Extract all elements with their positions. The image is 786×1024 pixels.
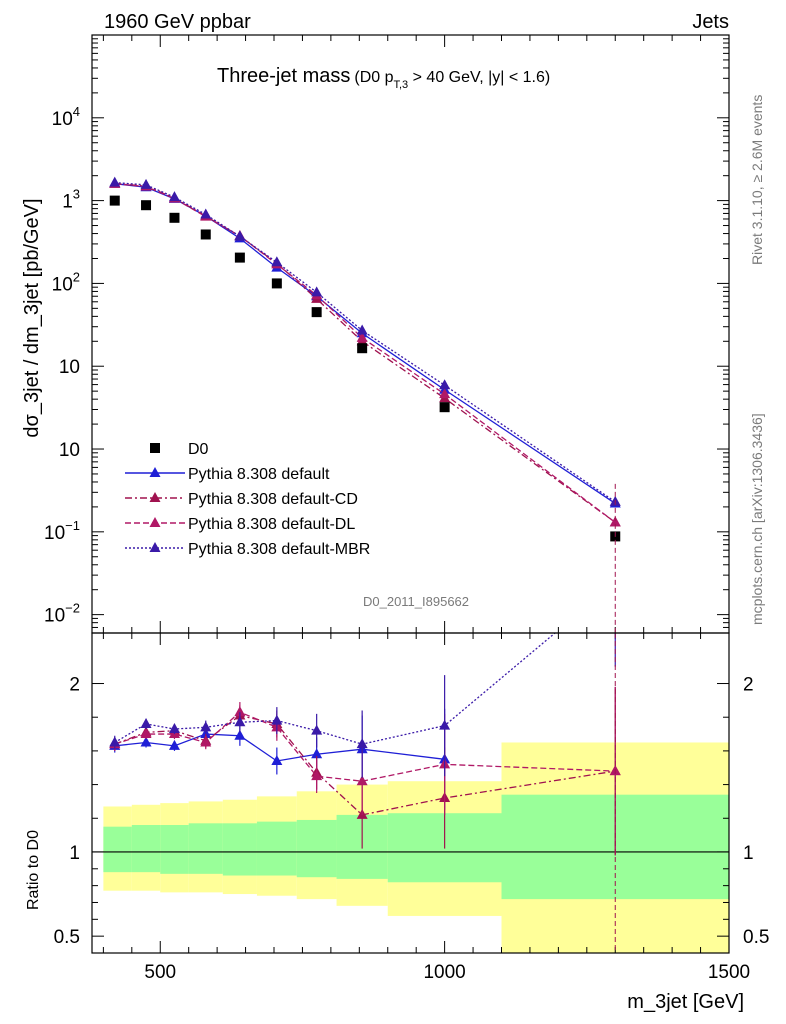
ratio-marker xyxy=(200,736,212,747)
ratio-marker xyxy=(311,770,323,781)
data-point-d0 xyxy=(169,212,180,223)
ratio-y-tick-label-left: 2 xyxy=(69,675,80,696)
band-inner-bin xyxy=(256,821,297,876)
ratio-y-tick-label-left: 0.5 xyxy=(54,927,80,948)
legend-marker xyxy=(149,467,161,477)
side-label-mcplots: mcplots.cern.ch [arXiv:1306.3436] xyxy=(749,413,765,625)
ratio-marker xyxy=(168,739,180,750)
data-point-d0 xyxy=(271,278,282,289)
data-point-d0 xyxy=(357,343,368,354)
series-marker xyxy=(234,230,246,241)
data-point-d0 xyxy=(439,402,450,413)
band-inner-bin xyxy=(222,823,257,876)
legend-marker xyxy=(149,517,161,527)
ratio-marker xyxy=(200,721,212,732)
y-tick-label: 10 xyxy=(59,440,80,461)
band-inner-bin xyxy=(103,826,132,873)
legend-label: Pythia 8.308 default-DL xyxy=(188,516,355,533)
legend-label: Pythia 8.308 default-MBR xyxy=(188,541,370,558)
data-point-d0 xyxy=(200,229,211,240)
bottom-panel-frame xyxy=(91,632,730,954)
y-axis-label-bottom: Ratio to D0 xyxy=(25,830,42,910)
data-point-d0 xyxy=(109,195,120,206)
series-marker xyxy=(609,516,621,527)
data-point-d0 xyxy=(141,200,152,211)
series-marker xyxy=(168,191,180,202)
x-tick-label: 1500 xyxy=(708,962,750,983)
ratio-marker xyxy=(356,775,368,786)
ratio-y-tick-label-right: 1 xyxy=(743,843,754,864)
series-marker xyxy=(439,388,451,399)
legend-label: D0 xyxy=(188,441,209,458)
legend-label: Pythia 8.308 default xyxy=(188,466,330,483)
ratio-line xyxy=(114,711,616,782)
plot-title: Three-jet mass (D0 pT,3 > 40 GeV, |y| < 1… xyxy=(217,65,550,91)
ratio-series xyxy=(109,633,621,953)
ratio-marker xyxy=(140,736,152,747)
series-marker xyxy=(356,324,368,335)
ratio-marker xyxy=(168,723,180,733)
ratio-marker xyxy=(109,736,121,747)
side-label-rivet: Rivet 3.1.10, ≥ 2.6M events xyxy=(749,95,765,265)
ratio-marker xyxy=(234,729,246,740)
ratio-bands xyxy=(92,742,729,953)
ratio-line xyxy=(114,733,445,762)
y-tick-label: 10−2 xyxy=(44,601,80,627)
ratio-marker xyxy=(140,728,152,739)
ratio-marker xyxy=(356,738,368,749)
legend-marker xyxy=(150,443,160,453)
legend: D0 Pythia 8.308 default Pythia 8.308 defau… xyxy=(125,441,370,558)
ratio-y-tick-label-right: 2 xyxy=(743,675,754,696)
ratio-marker xyxy=(271,755,283,765)
legend-label: Pythia 8.308 default-CD xyxy=(188,491,358,508)
series-marker xyxy=(271,256,283,267)
band-inner-bin xyxy=(131,825,161,873)
ratio-marker xyxy=(234,706,246,717)
series-marker xyxy=(200,208,212,219)
series-marker xyxy=(109,176,121,187)
series-marker xyxy=(439,379,451,390)
analysis-watermark: D0_2011_I895662 xyxy=(363,594,469,609)
legend-marker xyxy=(149,492,161,502)
ratio-marker xyxy=(271,714,283,725)
series-marker xyxy=(311,286,323,297)
top-series xyxy=(109,176,621,633)
series-line xyxy=(114,181,616,503)
y-tick-label: 104 xyxy=(52,104,80,130)
ratio-marker xyxy=(311,724,323,735)
x-axis-label: m_3jet [GeV] xyxy=(627,991,744,1013)
header-right: Jets xyxy=(692,11,729,33)
y-axis-label-top: dσ_3jet / dm_3jet [pb/GeV] xyxy=(21,198,43,437)
x-tick-label: 500 xyxy=(144,962,176,983)
ratio-marker xyxy=(439,719,451,730)
legend-marker xyxy=(149,542,161,552)
x-tick-label: 1000 xyxy=(423,962,465,983)
ratio-y-tick-label-right: 0.5 xyxy=(743,927,769,948)
series-marker xyxy=(140,178,152,189)
ratio-marker xyxy=(140,717,152,728)
band-inner-bin xyxy=(160,825,189,874)
ratio-marker xyxy=(234,716,246,727)
data-point-d0 xyxy=(311,307,322,318)
ratio-line xyxy=(114,714,616,816)
series-marker xyxy=(356,331,368,342)
y-tick-label: 10−1 xyxy=(44,518,80,544)
ratio-line xyxy=(114,633,557,745)
ratio-y-tick-label-left: 1 xyxy=(69,843,80,864)
y-tick-label: 10 xyxy=(59,357,80,378)
data-point-d0 xyxy=(234,252,245,263)
band-inner-bin xyxy=(188,823,223,874)
ratio-marker xyxy=(311,748,323,759)
y-tick-label: 13 xyxy=(62,187,80,213)
header-left: 1960 GeV ppbar xyxy=(104,11,251,33)
series-line xyxy=(114,183,616,523)
band-inner-bin xyxy=(296,819,337,878)
y-tick-label: 102 xyxy=(52,269,80,295)
